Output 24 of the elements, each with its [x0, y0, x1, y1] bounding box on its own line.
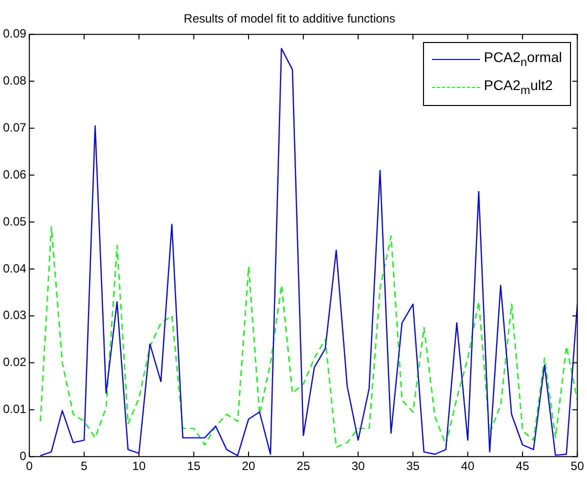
- line-series: [40, 226, 578, 448]
- y-tick-label: 0.05: [2, 214, 27, 228]
- y-tick-label: 0.04: [2, 261, 27, 276]
- x-tick-label: 50: [570, 459, 584, 474]
- y-tick-label: 0.07: [2, 120, 27, 135]
- y-tick-label: 0.02: [2, 355, 27, 370]
- y-tick-label: 0.08: [2, 74, 27, 88]
- y-tick-label: 0.03: [2, 308, 27, 322]
- x-tick-label: 25: [296, 459, 310, 474]
- chart-title: Results of model fit to additive functions: [184, 12, 396, 26]
- y-tick-label: 0.09: [2, 26, 27, 41]
- y-tick-label: 0.01: [2, 402, 27, 416]
- x-tick-label: 5: [80, 459, 88, 474]
- x-tick-label: 10: [132, 459, 146, 474]
- x-tick-label: 30: [351, 459, 366, 474]
- x-tick-label: 15: [187, 459, 201, 474]
- y-tick-label: 0.06: [2, 167, 27, 182]
- legend-label: PCA2$_{n}$ormal: [484, 49, 562, 69]
- x-tick-label: 45: [516, 459, 530, 474]
- legend-label: PCA2$_{m}$ult2: [484, 77, 553, 97]
- x-tick-label: 35: [406, 459, 420, 474]
- x-tick-label: 20: [242, 459, 256, 474]
- x-tick-label: 40: [461, 459, 475, 474]
- y-tick-label: 0: [20, 448, 27, 463]
